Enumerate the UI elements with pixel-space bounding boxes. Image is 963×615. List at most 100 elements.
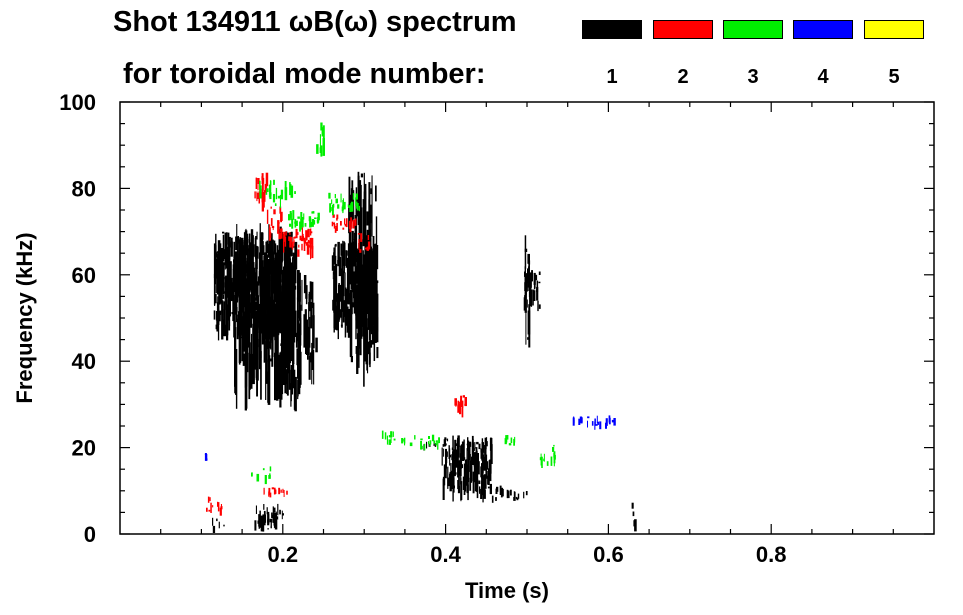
spectral-point [210, 502, 212, 513]
spectral-point [303, 213, 305, 220]
spectral-point [276, 344, 279, 366]
spectral-point [212, 517, 214, 526]
spectral-point [240, 301, 243, 335]
spectral-feature [288, 210, 320, 232]
spectral-point [281, 510, 283, 520]
spectral-point [455, 449, 458, 468]
spectral-point [216, 251, 220, 254]
spectral-point [255, 177, 258, 189]
spectral-point [245, 228, 247, 234]
spectral-point [226, 310, 229, 341]
spectral-point [264, 183, 268, 193]
spectral-point [230, 241, 233, 257]
spectral-feature [206, 496, 223, 516]
spectral-feature [331, 214, 357, 233]
spectral-point [340, 243, 343, 256]
spectral-point [354, 218, 357, 226]
spectral-point [224, 262, 227, 266]
spectral-point [533, 290, 536, 301]
spectral-point [271, 296, 274, 328]
spectral-point [316, 144, 319, 154]
spectral-point [578, 418, 581, 425]
spectral-point [345, 250, 348, 268]
spectral-point [289, 232, 291, 236]
spectral-point [214, 293, 217, 304]
spectral-point [241, 316, 244, 362]
spectral-point [352, 219, 355, 229]
spectral-point [451, 454, 454, 461]
series-mode-3 [251, 122, 556, 485]
spectral-feature [316, 122, 325, 157]
spectral-point [376, 254, 378, 315]
spectral-point [596, 415, 598, 424]
spectral-point [290, 241, 292, 248]
spectral-point [466, 448, 468, 466]
spectral-point [538, 304, 541, 309]
spectral-point [251, 333, 253, 374]
spectral-point [356, 203, 359, 211]
spectral-point [335, 243, 337, 247]
spectral-point [381, 430, 384, 439]
spectral-point [334, 244, 336, 278]
spectral-point [223, 524, 225, 527]
spectral-point [224, 249, 226, 270]
spectral-point [454, 398, 457, 406]
spectral-point [222, 234, 225, 262]
spectral-point [340, 324, 343, 327]
spectral-point [271, 333, 274, 357]
spectral-point [246, 321, 248, 356]
spectral-point [273, 514, 276, 528]
spectral-point [452, 435, 454, 454]
spectral-point [348, 176, 351, 225]
spectral-point [421, 445, 423, 450]
spectral-point [535, 274, 538, 281]
spectral-point [473, 452, 477, 467]
spectral-point [238, 251, 242, 287]
spectral-point [289, 318, 292, 364]
spectral-point [247, 291, 250, 333]
spectral-point [274, 512, 277, 523]
spectral-point [538, 271, 541, 275]
spectral-point [605, 418, 608, 426]
spectral-point [290, 365, 294, 395]
spectral-point [342, 227, 345, 230]
spectral-point [224, 276, 227, 299]
spectral-point [334, 316, 338, 322]
spectral-point [290, 307, 292, 321]
spectral-point [226, 249, 229, 268]
spectral-point [307, 328, 309, 331]
spectral-feature [524, 235, 531, 348]
spectral-point [271, 512, 273, 519]
spectral-point [343, 241, 345, 273]
legend-swatch-2 [653, 20, 713, 39]
spectral-point [453, 469, 455, 486]
spectral-point [226, 268, 229, 298]
spectral-point [364, 229, 366, 293]
spectral-point [274, 257, 276, 284]
spectral-point [233, 241, 236, 259]
spectral-point [263, 487, 265, 494]
spectral-point [508, 490, 510, 498]
spectral-point [279, 206, 282, 214]
spectral-point [333, 222, 335, 229]
spectral-point [529, 293, 532, 307]
spectral-point [252, 278, 254, 319]
spectral-point [275, 260, 277, 289]
spectral-point [310, 302, 313, 329]
spectral-point [273, 209, 276, 215]
spectral-point [484, 474, 487, 489]
spectral-point [309, 316, 311, 348]
spectral-point [348, 205, 350, 208]
spectral-point [355, 193, 358, 200]
spectral-point [264, 281, 267, 325]
spectral-point [367, 341, 369, 355]
spectral-point [298, 272, 301, 302]
spectral-point [543, 458, 545, 462]
spectral-point [254, 191, 256, 199]
x-tick-label: 0.6 [593, 542, 624, 567]
spectral-point [352, 231, 354, 241]
spectral-point [361, 264, 364, 304]
spectral-point [346, 250, 348, 256]
spectral-point [274, 519, 278, 530]
